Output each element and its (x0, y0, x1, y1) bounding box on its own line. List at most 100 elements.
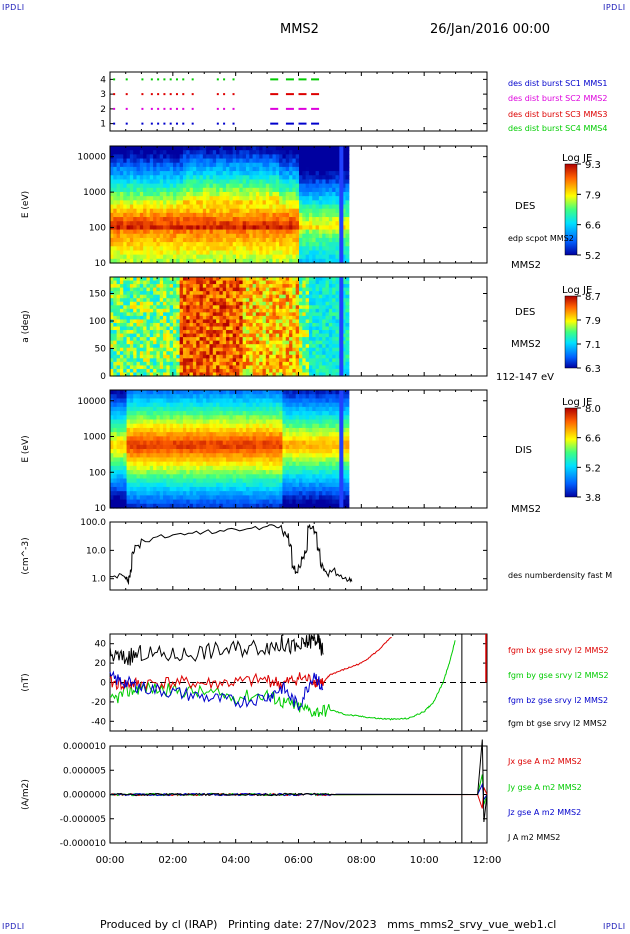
spectro-cell (182, 411, 187, 416)
spectro-cell (262, 175, 267, 181)
spectro-cell (328, 284, 333, 289)
spectro-cell (239, 312, 244, 317)
spectro-cell (262, 340, 267, 345)
spectro-cell (269, 200, 274, 206)
spectro-cell (176, 308, 181, 313)
burst-mark (270, 78, 279, 81)
spectro-cell (332, 212, 337, 218)
spectro-cell (196, 246, 201, 252)
spectro-cell (249, 229, 254, 235)
spectro-cell (192, 146, 197, 151)
spectro-cell (249, 322, 254, 328)
spectro-cell (255, 191, 260, 197)
spectro-cell (302, 196, 307, 201)
spectro-cell (302, 312, 307, 317)
spectro-cell (186, 470, 191, 475)
spectro-cell (173, 344, 177, 349)
spectro-cell (136, 305, 141, 310)
spectro-cell (295, 326, 300, 331)
spectro-cell (153, 440, 158, 446)
spectro-cell (222, 333, 227, 338)
spectro-cell (239, 319, 244, 324)
spectro-cell (328, 254, 333, 260)
spectro-cell (272, 326, 277, 331)
spectro-cell (173, 319, 177, 324)
spectro-cell (299, 368, 303, 374)
spectro-cell (302, 298, 307, 303)
spectro-cell (126, 440, 131, 446)
spectro-cell (308, 237, 313, 243)
burst-mark (191, 107, 194, 110)
spectro-cell (242, 179, 247, 185)
spectro-cell (332, 208, 337, 214)
spectro-cell (216, 312, 221, 317)
spectro-cell (136, 154, 141, 160)
spectro-cell (242, 287, 247, 292)
spectro-cell (345, 305, 350, 310)
spectro-cell (179, 298, 184, 303)
spectro-cell (342, 229, 347, 235)
spectro-cell (156, 415, 161, 421)
spectro-cell (282, 361, 287, 366)
spectro-cell (189, 246, 194, 252)
spectro-cell (308, 319, 313, 324)
spectro-cell (345, 280, 350, 285)
spectro-cell (295, 368, 300, 374)
spectro-cell (159, 162, 164, 168)
spectro-cell (196, 175, 201, 181)
spectro-cell (242, 229, 247, 235)
spectro-cell (119, 280, 124, 285)
spectro-cell (226, 358, 230, 363)
spectro-cell (133, 453, 138, 459)
spectro-cell (159, 461, 164, 467)
spectro-cell (156, 225, 161, 231)
spectro-cell (169, 200, 174, 206)
spectro-cell (129, 258, 134, 264)
spectro-cell (209, 333, 214, 338)
spectro-cell (163, 284, 167, 289)
spectro-cell (318, 305, 323, 310)
spectro-cell (252, 294, 257, 299)
spectro-cell (229, 347, 234, 352)
spectro-cell (242, 175, 247, 181)
spectro-cell (163, 204, 167, 210)
spectro-cell (229, 154, 234, 160)
spectro-cell (216, 179, 221, 185)
spectro-cell (169, 470, 174, 475)
spectro-cell (116, 326, 121, 331)
spectro-cell (202, 301, 207, 306)
spectro-cell (328, 315, 333, 321)
spectro-cell (186, 333, 191, 338)
spectro-cell (129, 427, 134, 433)
spectro-cell (169, 158, 174, 164)
spectro-cell (163, 482, 167, 488)
spectro-cell (279, 237, 284, 243)
spectro-cell (335, 158, 340, 164)
spectro-cell (199, 208, 204, 214)
spectro-cell (116, 150, 121, 155)
spectro-cell (318, 287, 323, 292)
spectro-cell (299, 277, 303, 282)
spectro-cell (159, 158, 164, 164)
spectro-cell (255, 242, 260, 247)
spectro-cell (173, 333, 177, 338)
spectro-cell (126, 171, 131, 176)
spectro-cell (182, 242, 187, 247)
spectro-cell (302, 246, 307, 252)
spectro-cell (209, 277, 214, 282)
spectro-cell (289, 351, 293, 356)
spectro-cell (192, 212, 197, 218)
spectro-cell (222, 250, 227, 256)
spectro-cell (242, 368, 247, 374)
spectro-cell (272, 208, 277, 214)
spectro-cell (186, 423, 191, 429)
spectro-cell (322, 250, 327, 256)
spectro-cell (146, 372, 151, 377)
spectro-cell (156, 204, 161, 210)
spectro-cell (342, 242, 347, 247)
spectro-cell (335, 354, 340, 359)
spectro-cell (146, 461, 151, 467)
spectro-cell (219, 322, 224, 328)
spectro-cell (113, 217, 118, 222)
spectro-cell (189, 277, 194, 282)
